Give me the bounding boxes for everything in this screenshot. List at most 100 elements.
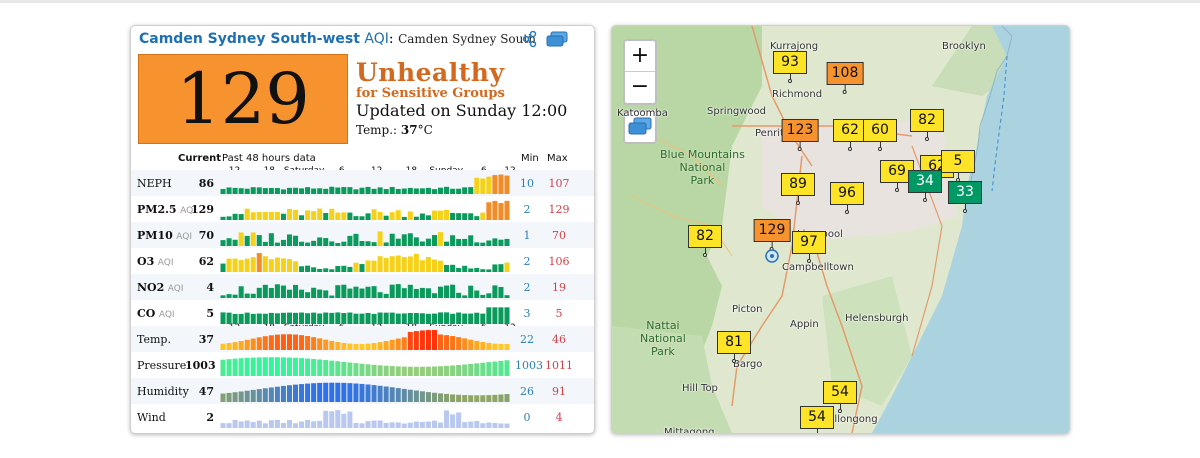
marker-dot [807, 259, 811, 263]
row-current-value: 70 [198, 229, 214, 242]
sparkline-bar [317, 313, 323, 324]
sparkline-bar [323, 382, 329, 402]
marker-dot [797, 147, 802, 151]
station-marker[interactable]: 89 [781, 173, 815, 205]
station-marker[interactable]: 96 [830, 182, 864, 214]
sparkline-bar [395, 188, 401, 194]
row-sparkline [220, 330, 510, 350]
sparkline-bar [462, 364, 468, 376]
sparkline-bar [456, 337, 462, 350]
sparkline-bar [480, 362, 486, 376]
row-label: Temp. [137, 333, 171, 346]
station-marker[interactable]: 33 [948, 181, 982, 213]
sparkline-bar [238, 232, 244, 246]
sparkline-bar [377, 187, 383, 194]
sparkline-bar [407, 366, 413, 376]
sparkline-bar [317, 289, 323, 298]
sparkline-bar [220, 393, 226, 402]
row-min-value: 0 [523, 411, 531, 424]
station-marker[interactable]: 82 [910, 109, 944, 141]
sparkline-bar [395, 366, 401, 376]
sparkline-bar [323, 410, 329, 428]
sparkline-bar [377, 256, 383, 272]
sparkline-bar [438, 260, 444, 272]
share-icon[interactable] [520, 30, 540, 48]
station-marker[interactable]: 82 [688, 225, 722, 257]
sparkline-bar [256, 313, 262, 324]
row-label: Pressure [137, 359, 187, 372]
sparkline-bar [250, 338, 256, 350]
sparkline-bar [293, 384, 299, 402]
station-marker[interactable]: 60 [863, 119, 897, 151]
station-marker[interactable]: 123 [781, 119, 819, 151]
sparkline-bar [365, 364, 371, 376]
sparkline-bar [226, 258, 232, 272]
sparkline-bar [244, 390, 250, 402]
row-sparkline [220, 253, 510, 272]
sparkline-bar [444, 186, 450, 194]
station-marker[interactable]: 81 [717, 331, 751, 363]
widget-header: Camden Sydney South-west AQI: Camden Syd… [139, 31, 536, 47]
sparkline-bar [353, 189, 359, 194]
aqi-link[interactable]: AQI [364, 31, 389, 47]
sparkline-bar [389, 339, 395, 350]
station-marker[interactable]: 5 [941, 150, 975, 182]
sparkline-bar [474, 216, 480, 220]
map-place-label: Nattai National Park [640, 319, 686, 358]
station-marker[interactable]: 34 [908, 170, 942, 202]
sparkline-bar [293, 261, 299, 272]
station-marker[interactable]: 62 [833, 119, 867, 151]
marker-dot [925, 137, 929, 141]
marker-pin [817, 428, 818, 433]
sparkline-bar [480, 242, 486, 246]
station-marker[interactable]: 54 [823, 381, 857, 413]
sparkline-bar [389, 284, 395, 298]
map-layers-icon[interactable] [545, 30, 569, 48]
sparkline-bar [444, 365, 450, 376]
sparkline-bar [450, 212, 456, 220]
sparkline-bar [450, 284, 456, 298]
sparkline-bar [226, 187, 232, 194]
sparkline-bar [413, 421, 419, 428]
sparkline-bar [335, 312, 341, 324]
sparkline-bar [244, 208, 250, 220]
sparkline-bar [335, 243, 341, 246]
sparkline-bar [371, 364, 377, 376]
sparkline-bar [353, 383, 359, 402]
sparkline-bar [395, 388, 401, 402]
layers-button[interactable] [623, 110, 657, 144]
sparkline-bar [444, 410, 450, 428]
sparkline-bar [293, 357, 299, 376]
graph-row-neph: NEPH 86 10 107 [131, 170, 594, 196]
city-link[interactable]: Camden Sydney South-west [139, 31, 360, 47]
station-marker[interactable]: 93 [773, 51, 807, 83]
station-marker[interactable]: 54 [800, 406, 834, 433]
sparkline-bar [486, 269, 492, 272]
sparkline-bar [425, 421, 431, 428]
sparkline-bar [335, 382, 341, 402]
sparkline-bar [220, 312, 226, 324]
sparkline-bar [371, 313, 377, 324]
station-marker[interactable]: 97 [792, 231, 826, 263]
sparkline-bar [244, 357, 250, 376]
aqi-map[interactable]: + − Kurrajong Richmond Brooklyn Springwood P… [611, 25, 1070, 434]
sparkline-bar [305, 187, 311, 194]
map-place-label: Springwood [707, 106, 767, 117]
station-aqi-value: 62 [833, 119, 867, 142]
zoom-out-button[interactable]: − [630, 74, 650, 99]
sparkline-bar [456, 312, 462, 324]
sparkline-bar [353, 363, 359, 376]
sparkline-bar [220, 343, 226, 350]
sparkline-bar [395, 238, 401, 246]
sparkline-bar [431, 420, 437, 428]
sparkline-bar [293, 284, 299, 298]
sparkline-bar [383, 242, 389, 246]
station-marker[interactable]: 108 [826, 62, 864, 94]
sparkline-bar [347, 212, 353, 220]
sparkline-bar [335, 361, 341, 376]
zoom-in-button[interactable]: + [625, 41, 655, 72]
sparkline-bar [317, 420, 323, 428]
station-marker[interactable]: 129 [753, 219, 791, 251]
sparkline-bar [311, 267, 317, 272]
sparkline-bar [444, 335, 450, 350]
